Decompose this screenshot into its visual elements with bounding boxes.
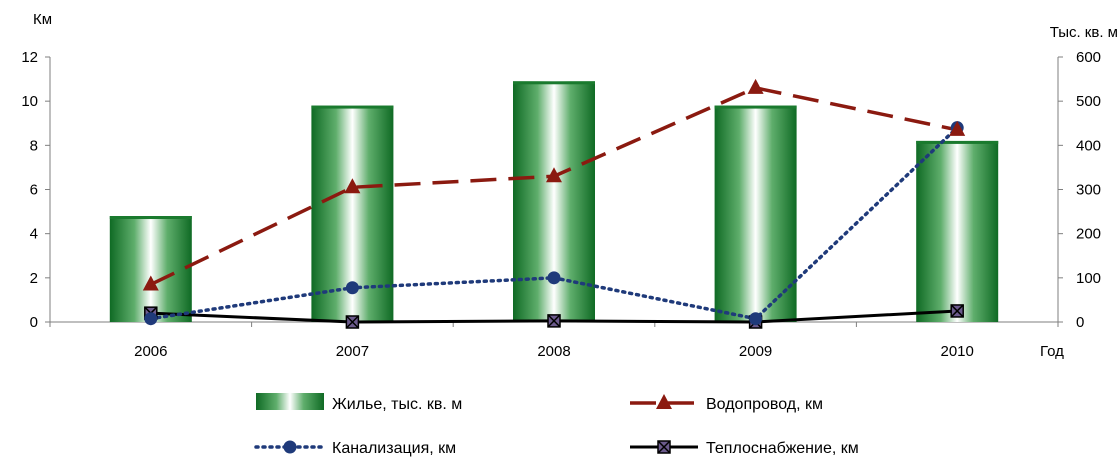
legend-item: Жилье, тыс. кв. м: [256, 393, 462, 413]
point-circle-2008: [547, 271, 561, 285]
series-lines: [142, 78, 966, 329]
bar-top-2009: [714, 105, 797, 109]
x-tick-label: 2007: [336, 343, 369, 360]
legend-label: Жилье, тыс. кв. м: [332, 396, 462, 413]
y-left-tick-label: 2: [30, 270, 38, 287]
x-axis-title: Год: [1040, 343, 1064, 360]
legend-item: Канализация, км: [254, 440, 456, 457]
y-right-tick-label: 400: [1076, 137, 1101, 154]
y-left-tick-label: 10: [21, 93, 38, 110]
point-square-x-2010: [950, 304, 964, 318]
point-square-x-2010-cross: [950, 304, 964, 318]
bar-top-2006: [109, 216, 192, 219]
y-right-tick-label: 200: [1076, 226, 1101, 243]
point-circle-2007: [345, 281, 359, 295]
legend-label: Канализация, км: [332, 440, 456, 457]
y-right-tick-label: 500: [1076, 93, 1101, 110]
point-circle-2006: [144, 312, 158, 326]
y-right-tick-label: 100: [1076, 270, 1101, 287]
bar-2008: [513, 81, 595, 323]
y-left-tick-label: 6: [30, 182, 38, 199]
legend-swatch-marker: [656, 394, 672, 409]
bar-top-2008: [513, 81, 595, 85]
point-triangle-2009: [747, 78, 764, 94]
bar-2006: [109, 216, 192, 322]
bars: [109, 81, 999, 323]
y-right-tick-label: 300: [1076, 182, 1101, 199]
point-triangle-2007: [344, 178, 361, 194]
y-left-tick-label: 8: [30, 137, 38, 154]
point-triangle-2006: [142, 275, 159, 291]
bar-2010: [916, 140, 999, 322]
point-square-x-2007-cross: [345, 315, 359, 329]
y-right-tick-label: 0: [1076, 314, 1084, 331]
legend-swatch-marker: [283, 440, 297, 454]
point-triangle-2010: [949, 120, 966, 136]
x-tick-label: 2006: [134, 343, 167, 360]
x-tick-label: 2008: [537, 343, 570, 360]
y-left-axis-title: Км: [33, 11, 52, 28]
point-square-x-2008: [547, 314, 561, 328]
point-circle-2009: [749, 312, 763, 326]
bar-top-2007: [311, 105, 394, 109]
bar-2009: [714, 105, 797, 322]
point-square-x-2007: [345, 315, 360, 329]
legend-swatch-bar: [256, 393, 324, 410]
legend-item: Теплоснабжение, км: [630, 440, 859, 457]
legend-label: Теплоснабжение, км: [706, 440, 859, 457]
y-left-tick-label: 12: [21, 49, 38, 66]
y-left-tick-label: 0: [30, 314, 38, 331]
legend: Жилье, тыс. кв. м Водопровод, км Канализац…: [254, 393, 859, 457]
bar-top-2010: [916, 140, 999, 144]
point-square-x-2008-cross: [547, 314, 561, 328]
tick-labels: 0 2 4 6 8 10 12 0 100 200 300 400 500 600 2006 2007 2008…: [21, 11, 1118, 360]
legend-swatch-marker: [657, 440, 671, 454]
y-right-tick-label: 600: [1076, 49, 1101, 66]
x-tick-label: 2009: [739, 343, 772, 360]
legend-item: Водопровод, км: [630, 394, 823, 413]
legend-swatch-marker-cross: [657, 440, 671, 454]
point-triangle-2008: [546, 167, 562, 183]
y-right-axis-title: Тыс. кв. м: [1050, 24, 1118, 41]
y-left-tick-label: 4: [30, 226, 38, 243]
legend-label: Водопровод, км: [706, 396, 823, 413]
x-tick-label: 2010: [941, 343, 974, 360]
